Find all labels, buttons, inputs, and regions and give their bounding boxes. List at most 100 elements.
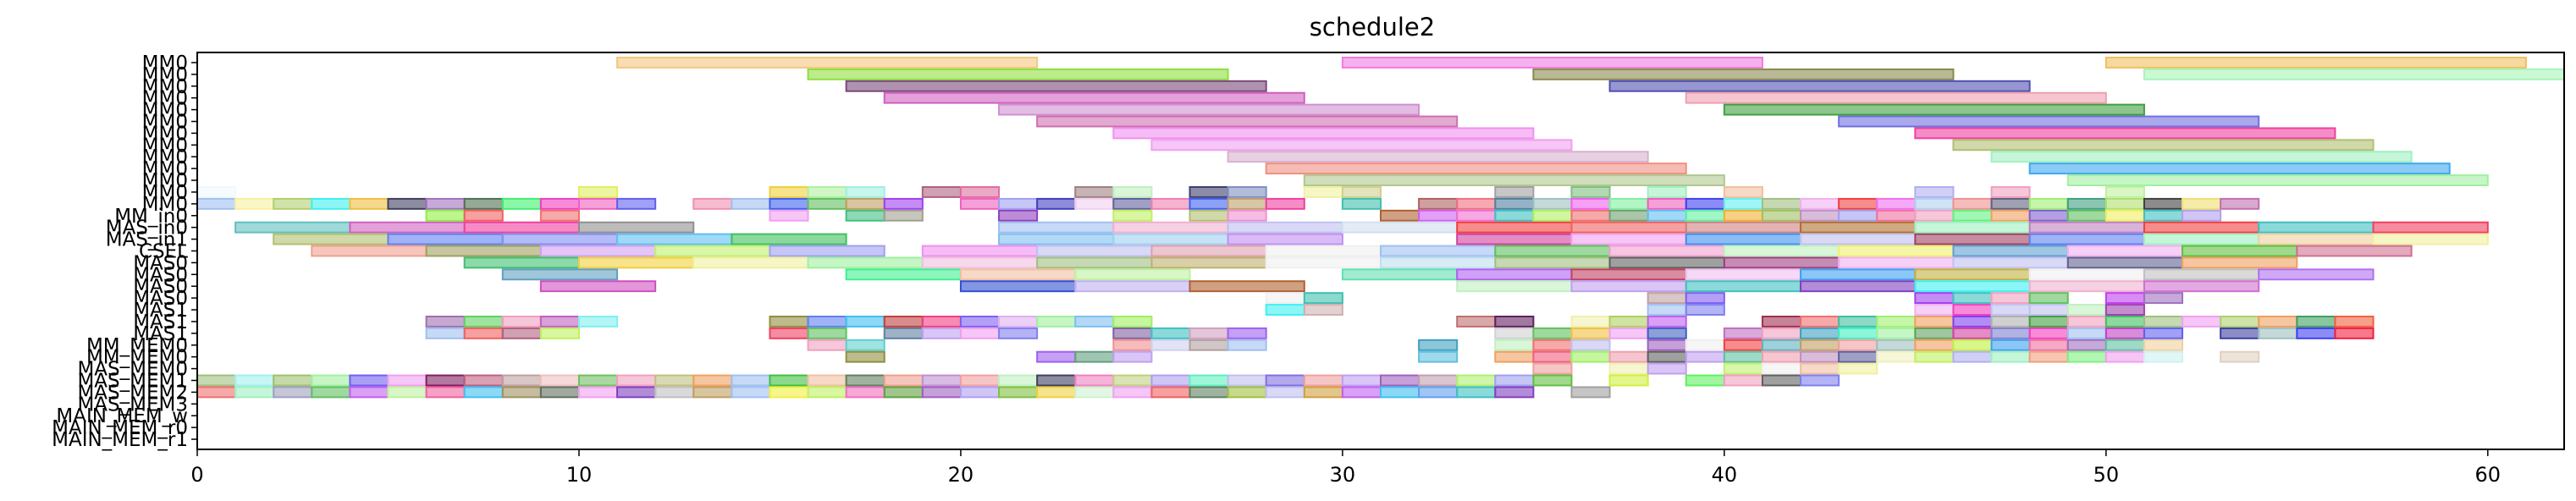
y-tick-label: MM0 <box>142 112 188 134</box>
task-bar <box>1456 280 1573 293</box>
task-bar <box>2334 316 2375 328</box>
task-bar <box>1341 186 1382 198</box>
task-bar <box>196 197 237 210</box>
task-bar <box>807 316 847 328</box>
task-bar <box>1532 374 1573 387</box>
task-bar <box>1265 256 1382 269</box>
task-bar <box>998 327 1039 339</box>
task-bar <box>1227 209 1267 222</box>
task-bar <box>1189 327 1229 339</box>
task-bar <box>311 374 351 387</box>
task-bar <box>1036 256 1153 269</box>
task-bar <box>1150 374 1191 387</box>
task-bar <box>463 386 504 399</box>
task-bar <box>1532 327 1573 339</box>
task-bar <box>1685 292 1725 305</box>
y-tick-label: MAIN_MEM_r1 <box>52 429 188 451</box>
task-bar <box>1074 186 1115 198</box>
task-bar <box>998 103 1420 116</box>
task-bar <box>1150 339 1191 351</box>
task-bar <box>1952 245 2069 257</box>
task-bar <box>1952 339 1993 351</box>
task-bar <box>616 197 657 210</box>
y-tick-label: MAS0 <box>133 252 188 274</box>
task-bar <box>2028 162 2451 175</box>
task-bar <box>1685 197 1725 210</box>
task-bar <box>2220 327 2260 339</box>
task-bar <box>1341 374 1382 387</box>
task-bar <box>1647 316 1687 328</box>
task-bar <box>616 386 657 399</box>
task-bar <box>1380 374 1420 387</box>
task-bar <box>1189 280 1305 293</box>
y-tick-label: MM0 <box>142 100 188 122</box>
task-bar <box>1570 268 1687 281</box>
task-bar <box>1036 374 1077 387</box>
task-bar <box>1723 339 1763 351</box>
task-bar <box>1990 339 2031 351</box>
task-bar <box>1914 186 1955 198</box>
task-bar <box>2028 209 2069 222</box>
task-bar <box>1685 339 1725 351</box>
task-bar <box>2258 327 2298 339</box>
task-bar <box>1456 233 1573 245</box>
task-bar <box>1227 339 1267 351</box>
task-bar <box>425 197 466 210</box>
task-bar <box>311 386 351 399</box>
task-bar <box>2182 209 2222 222</box>
task-bar <box>2028 304 2069 317</box>
task-bar <box>2066 316 2107 328</box>
y-tick-label: MAS_MEM1 <box>77 371 188 393</box>
x-tick-label: 30 <box>1330 463 1356 487</box>
task-bar <box>1570 316 1611 328</box>
task-bar <box>463 327 504 339</box>
task-bar <box>1685 280 1802 293</box>
task-bar <box>1838 115 2260 128</box>
task-bar <box>196 374 237 387</box>
task-bar <box>1112 339 1153 351</box>
task-bar <box>1914 127 2336 140</box>
task-bar <box>2104 186 2145 198</box>
task-bar <box>769 245 885 257</box>
task-bar <box>1647 350 1687 363</box>
task-bar <box>1341 221 1459 234</box>
task-bar <box>1800 374 1840 387</box>
task-bar <box>1723 256 1840 269</box>
task-bar <box>425 386 466 399</box>
task-bar <box>1685 350 1725 363</box>
task-bar <box>1914 316 1955 328</box>
task-bar <box>387 197 427 210</box>
task-bar <box>2220 350 2260 363</box>
task-bar <box>1914 221 2031 234</box>
task-bar <box>1838 327 1878 339</box>
task-bar <box>1112 127 1535 140</box>
task-bar <box>883 374 924 387</box>
task-bar <box>1074 386 1115 399</box>
task-bar <box>1876 209 1917 222</box>
task-bar <box>2182 245 2298 257</box>
task-bar <box>1112 374 1153 387</box>
task-bar <box>2220 316 2260 328</box>
task-bar <box>692 197 733 210</box>
task-bar <box>1494 316 1535 328</box>
task-bar <box>1494 327 1535 339</box>
task-bar <box>1723 197 1763 210</box>
task-bar <box>1303 174 1725 187</box>
task-bar <box>1761 316 1802 328</box>
task-bar <box>501 316 542 328</box>
task-bar <box>2143 339 2184 351</box>
task-bar <box>807 327 847 339</box>
task-bar <box>311 245 427 257</box>
task-bar <box>1265 245 1382 257</box>
task-bar <box>1456 268 1573 281</box>
task-bar <box>463 221 580 234</box>
task-bar <box>769 209 809 222</box>
task-bar <box>234 386 275 399</box>
task-bar <box>1494 350 1535 363</box>
task-bar <box>2066 245 2184 257</box>
task-bar <box>769 316 809 328</box>
task-bar <box>1150 245 1267 257</box>
task-bar <box>1990 316 2031 328</box>
task-bar <box>2028 280 2145 293</box>
